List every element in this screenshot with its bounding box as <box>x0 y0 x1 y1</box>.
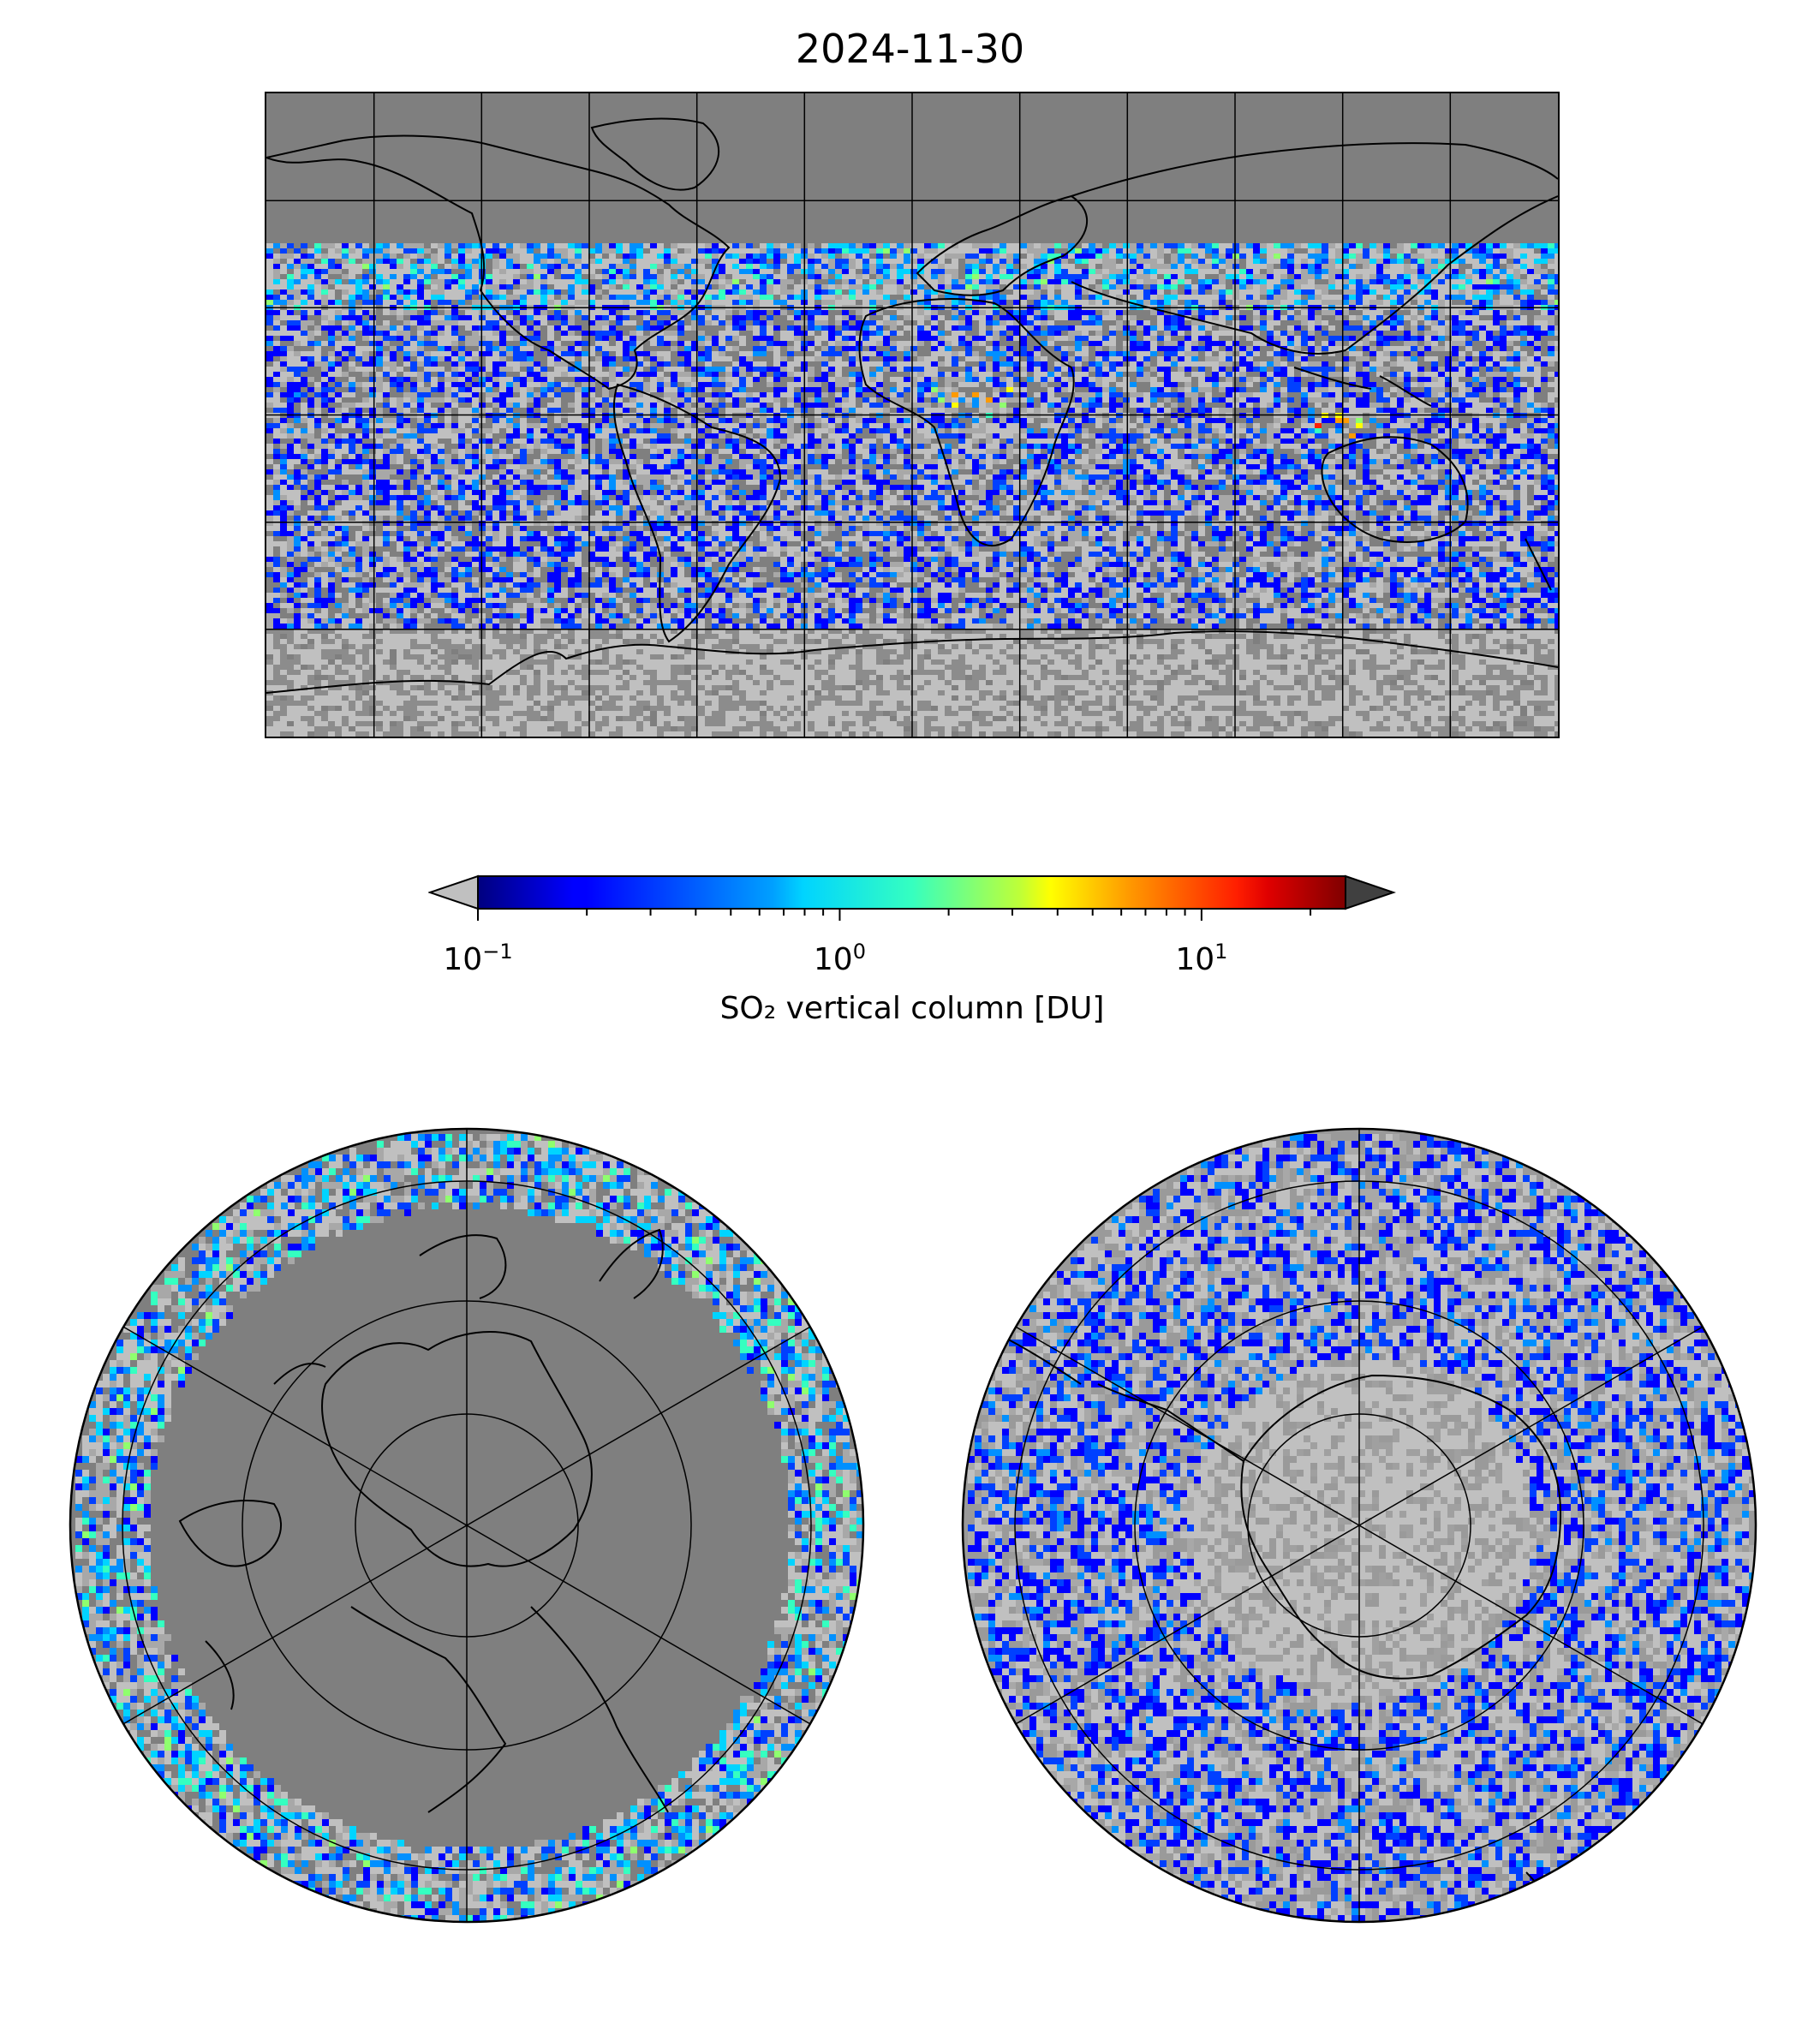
north-coastlines <box>178 1228 669 1813</box>
colorbar-gradient <box>477 875 1346 910</box>
colorbar-graphic <box>428 874 1396 921</box>
north-data-field <box>75 1134 863 1922</box>
south-polar-canvas <box>961 1127 1757 1924</box>
global-gridlines <box>266 93 1558 737</box>
colorbar-label: SO₂ vertical column [DU] <box>428 991 1396 1026</box>
north-polar-canvas <box>69 1127 865 1924</box>
colorbar: 10−1 100 101 SO₂ vertical column [DU] <box>428 869 1396 1041</box>
colorbar-under-triangle <box>428 874 479 910</box>
south-gridlines <box>1013 1129 1705 1922</box>
colorbar-ticks <box>477 909 1312 921</box>
south-polar-map <box>961 1127 1757 1924</box>
colorbar-tick-label: 101 <box>1175 940 1227 977</box>
global-coastlines <box>266 117 1558 694</box>
south-data-field <box>968 1134 1756 1922</box>
colorbar-over-triangle <box>1345 874 1396 910</box>
colorbar-tick-label: 10−1 <box>443 940 512 977</box>
north-polar-map <box>69 1127 865 1924</box>
global-map <box>265 92 1560 738</box>
map-title: 2024-11-30 <box>0 26 1820 72</box>
global-map-canvas <box>266 93 1558 737</box>
colorbar-tick-label: 100 <box>814 940 866 977</box>
north-gridlines <box>121 1129 813 1922</box>
global-data-field <box>266 243 1558 737</box>
